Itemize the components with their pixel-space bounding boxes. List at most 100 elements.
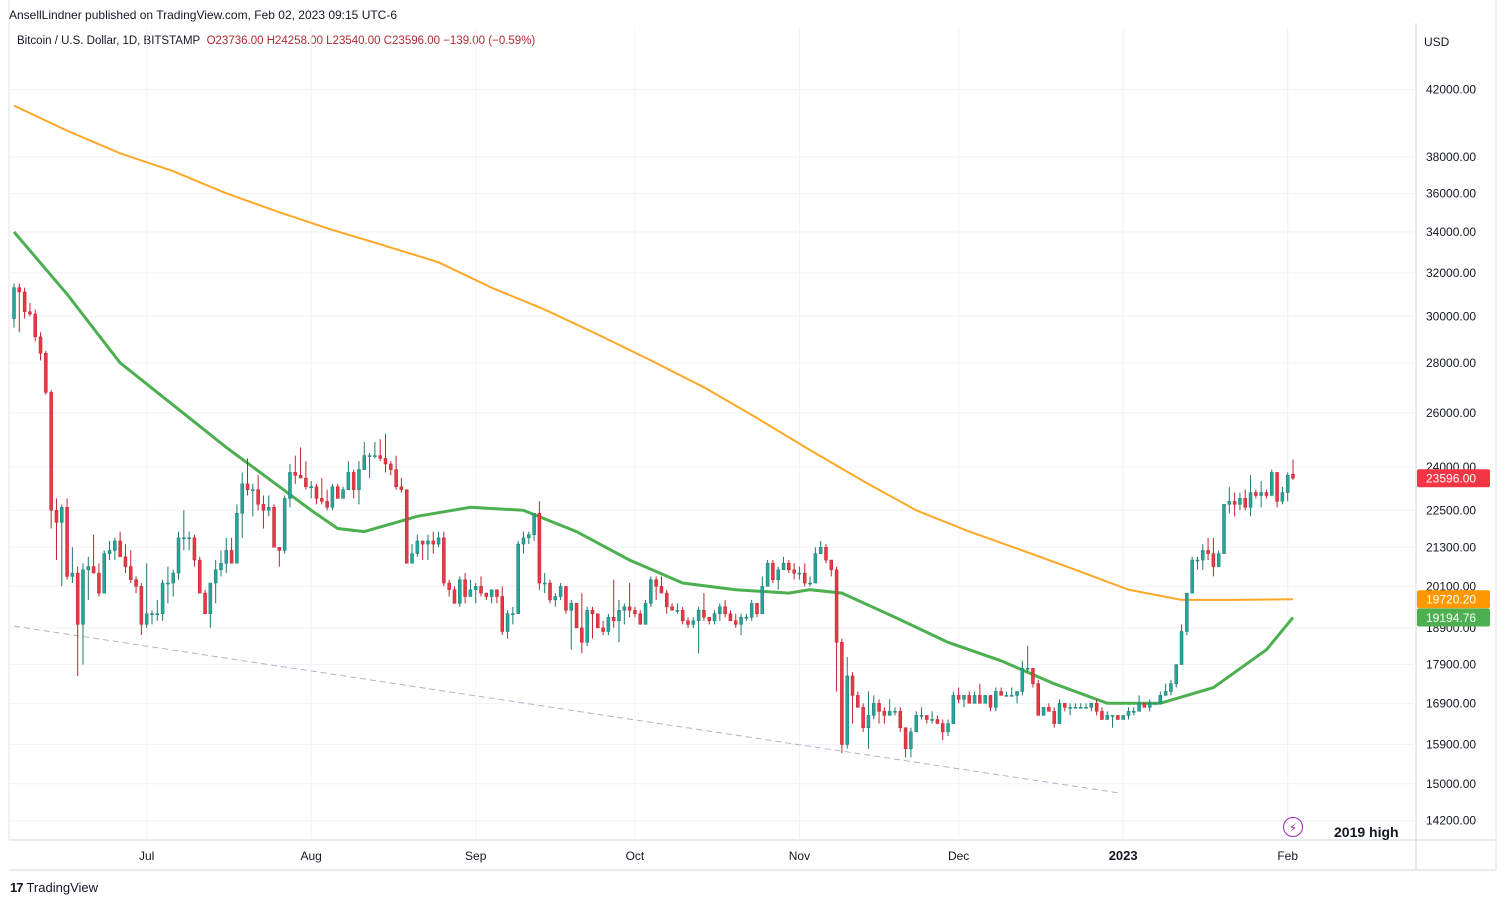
x-tick-label: Jul bbox=[139, 849, 154, 863]
candle-body bbox=[155, 613, 160, 616]
candle-body bbox=[930, 719, 934, 721]
candle-body bbox=[304, 477, 308, 487]
candle-body bbox=[1063, 703, 1067, 708]
candle-body bbox=[649, 579, 653, 604]
candle-body bbox=[585, 610, 589, 643]
candle-body bbox=[1100, 711, 1104, 720]
lightning-icon[interactable]: ⚡ bbox=[1283, 817, 1303, 837]
candle-body bbox=[213, 569, 218, 584]
candle-body bbox=[1232, 501, 1237, 505]
candle-body bbox=[91, 566, 96, 574]
candle-body bbox=[956, 695, 961, 700]
candle-body bbox=[1169, 683, 1173, 692]
candle-body bbox=[569, 603, 573, 611]
candle-body bbox=[505, 613, 510, 632]
y-tick-label: 21300.00 bbox=[1426, 540, 1476, 554]
candle-body bbox=[861, 707, 865, 728]
x-tick-label: Dec bbox=[948, 849, 969, 863]
candle-body bbox=[187, 537, 191, 540]
candle-body bbox=[739, 617, 743, 625]
candle-body bbox=[75, 572, 80, 625]
candle-body bbox=[1142, 703, 1147, 708]
candle-body bbox=[590, 610, 595, 615]
candle-body bbox=[60, 507, 64, 523]
candle-body bbox=[28, 311, 32, 315]
candle-body bbox=[1078, 707, 1083, 709]
candle-body bbox=[527, 534, 531, 539]
candle-body bbox=[601, 627, 605, 632]
candle-body bbox=[1248, 492, 1253, 508]
candle-body bbox=[760, 586, 765, 615]
candle-body bbox=[235, 513, 239, 564]
candle-body bbox=[1216, 553, 1221, 567]
x-tick-label: 2023 bbox=[1109, 848, 1138, 863]
candle-body bbox=[596, 613, 600, 629]
candle-body bbox=[675, 610, 680, 612]
y-tick-label: 20100.00 bbox=[1426, 579, 1476, 593]
candle-body bbox=[256, 489, 260, 505]
candle-body bbox=[633, 610, 637, 615]
publisher-header: AnsellLindner published on TradingView.c… bbox=[9, 8, 398, 22]
candle-body bbox=[54, 510, 59, 523]
candle-body bbox=[479, 586, 483, 594]
candle-body bbox=[935, 719, 940, 724]
candle-body bbox=[1041, 707, 1046, 716]
candle-body bbox=[139, 586, 144, 625]
candle-body bbox=[1243, 498, 1247, 508]
candle-body bbox=[606, 617, 611, 632]
candle-body bbox=[723, 606, 727, 615]
candle-body bbox=[415, 540, 420, 554]
candle-body bbox=[1280, 492, 1285, 502]
candle-body bbox=[850, 675, 855, 696]
candle-body bbox=[431, 540, 436, 545]
candle-body bbox=[617, 610, 621, 622]
candle-body bbox=[1052, 711, 1056, 724]
candle-body bbox=[978, 695, 982, 704]
candle-body bbox=[1036, 683, 1041, 716]
symbol-name[interactable]: Bitcoin / U.S. Dollar, 1D, BITSTAMP bbox=[17, 35, 201, 47]
currency-label: USD bbox=[1424, 35, 1450, 49]
candle-body bbox=[426, 540, 430, 545]
candle-body bbox=[171, 572, 175, 584]
candle-body bbox=[1084, 707, 1088, 709]
x-tick-label: Feb bbox=[1277, 849, 1298, 863]
candle-body bbox=[351, 472, 356, 490]
candle-body bbox=[404, 489, 409, 564]
candle-body bbox=[1158, 695, 1163, 704]
tradingview-footer[interactable]: 17 TradingView bbox=[10, 880, 98, 895]
candle-body bbox=[686, 620, 690, 625]
candle-body bbox=[1201, 550, 1205, 561]
candle-body bbox=[611, 617, 616, 622]
candle-body bbox=[484, 592, 489, 597]
candle-body bbox=[1227, 501, 1232, 505]
candle-body bbox=[548, 582, 552, 601]
candle-body bbox=[203, 592, 207, 615]
candle-body bbox=[919, 715, 924, 717]
candle-body bbox=[845, 675, 849, 745]
candle-body bbox=[473, 586, 478, 590]
candle-body bbox=[102, 553, 106, 594]
candle-body bbox=[808, 582, 812, 585]
candle-body bbox=[553, 596, 558, 601]
y-tick-label: 42000.00 bbox=[1426, 82, 1476, 96]
candle-body bbox=[70, 572, 75, 577]
candle-body bbox=[1126, 711, 1131, 716]
candle-body bbox=[1259, 492, 1263, 496]
candle-body bbox=[394, 469, 398, 487]
candle-body bbox=[829, 559, 834, 571]
x-tick-label: Sep bbox=[465, 849, 487, 863]
candle-body bbox=[1174, 664, 1178, 684]
candle-body bbox=[792, 569, 796, 574]
candle-body bbox=[309, 486, 313, 488]
candle-body bbox=[972, 695, 977, 704]
candle-body bbox=[166, 582, 170, 585]
candle-body bbox=[420, 540, 425, 545]
candle-body bbox=[542, 582, 547, 585]
candle-body bbox=[65, 507, 69, 577]
candle-body bbox=[229, 550, 234, 564]
candle-body bbox=[1068, 707, 1072, 709]
candle-body bbox=[627, 606, 632, 611]
candle-body bbox=[1163, 691, 1168, 696]
candle-body bbox=[909, 731, 913, 749]
